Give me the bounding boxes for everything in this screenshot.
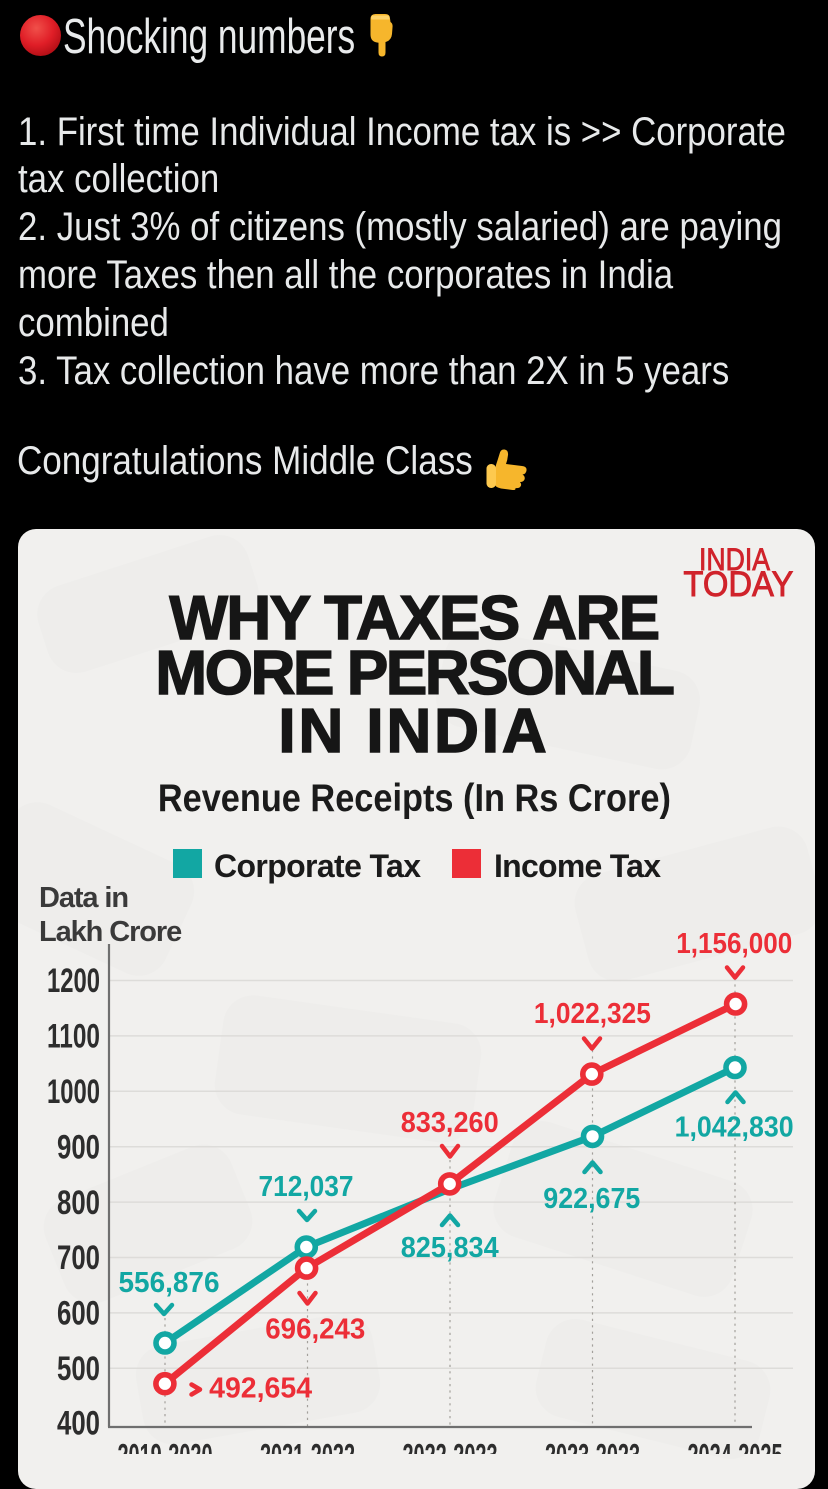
svg-text:825,834: 825,834	[401, 1232, 499, 1264]
svg-text:2024-2025: 2024-2025	[688, 1438, 783, 1455]
svg-text:556,876: 556,876	[119, 1267, 220, 1299]
svg-text:INDIA: INDIA	[699, 541, 770, 577]
svg-text:500: 500	[57, 1350, 100, 1388]
svg-text:800: 800	[57, 1184, 100, 1222]
svg-text:833,260: 833,260	[401, 1107, 499, 1139]
svg-text:400: 400	[57, 1404, 100, 1442]
svg-text:922,675: 922,675	[543, 1183, 640, 1215]
svg-text:700: 700	[57, 1239, 100, 1277]
svg-text:900: 900	[57, 1128, 100, 1166]
svg-text:1,022,325: 1,022,325	[534, 998, 651, 1030]
svg-text:2022-2023: 2022-2023	[403, 1438, 498, 1455]
svg-text:492,654: 492,654	[209, 1373, 312, 1405]
svg-text:1,156,000: 1,156,000	[676, 928, 792, 960]
svg-text:1200: 1200	[47, 962, 100, 1000]
svg-text:2021-2022: 2021-2022	[260, 1438, 355, 1455]
svg-text:2023-2023: 2023-2023	[545, 1438, 640, 1455]
svg-text:2019-2020: 2019-2020	[118, 1438, 213, 1455]
svg-text:1,042,830: 1,042,830	[675, 1112, 794, 1144]
svg-text:1000: 1000	[47, 1073, 100, 1111]
svg-text:600: 600	[57, 1295, 100, 1333]
svg-text:712,037: 712,037	[259, 1171, 354, 1203]
svg-text:696,243: 696,243	[265, 1314, 365, 1346]
svg-text:TODAY: TODAY	[683, 564, 793, 604]
svg-text:1100: 1100	[47, 1018, 100, 1056]
